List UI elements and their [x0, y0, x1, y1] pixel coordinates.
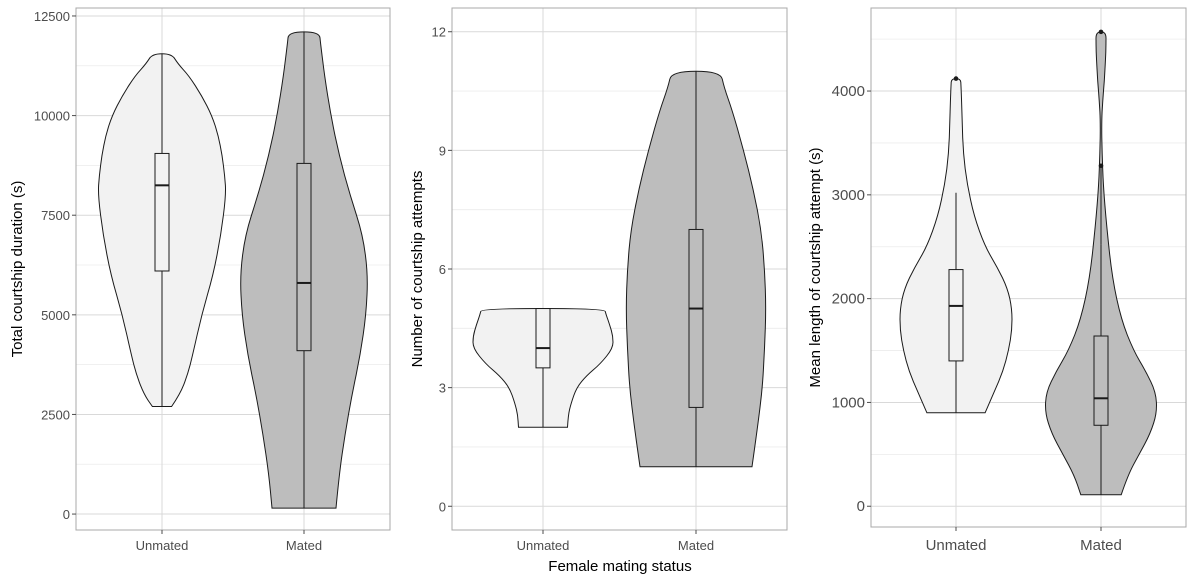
violin-group-mated — [240, 31, 368, 509]
shared-x-axis-label: Female mating status — [548, 558, 691, 575]
outlier-point — [1098, 29, 1104, 35]
y-tick-label: 9 — [439, 143, 446, 158]
violin-group-unmated — [899, 76, 1013, 414]
box-iqr — [296, 162, 312, 352]
y-tick-label: 5000 — [41, 308, 70, 323]
y-tick-label: 2000 — [832, 291, 865, 308]
y-axis-label: Number of courtship attempts — [409, 171, 426, 368]
y-axis-label: Total courtship duration (s) — [9, 181, 26, 358]
panel-1: 0 2500 5000 7500 10000 12500 Unmated Mated Total… — [9, 7, 391, 553]
y-tick-label: 0 — [63, 507, 70, 522]
box-iqr — [1093, 335, 1109, 426]
violin-group-mated — [625, 70, 767, 468]
box-iqr — [154, 152, 170, 272]
panel-frame — [870, 7, 1187, 528]
x-tick-label: Mated — [1080, 537, 1122, 554]
y-tick-label: 7500 — [41, 208, 70, 223]
x-tick-label: Mated — [286, 538, 322, 553]
y-tick-label: 1000 — [832, 394, 865, 411]
x-tick-label: Unmated — [136, 538, 189, 553]
y-tick-label: 4000 — [832, 83, 865, 100]
x-tick-label: Unmated — [926, 537, 987, 554]
box-iqr — [688, 228, 704, 408]
box-iqr — [948, 269, 964, 362]
y-tick-label: 3 — [439, 381, 446, 396]
box-iqr — [535, 308, 551, 369]
outlier-point — [953, 76, 959, 81]
y-axis-label: Mean length of courtship attempt (s) — [807, 147, 824, 387]
violin-group-unmated — [97, 53, 226, 407]
panel-3: 0 1000 2000 3000 4000 Unmated Mated Mean length… — [807, 7, 1187, 554]
y-tick-label: 12500 — [34, 9, 70, 24]
violin-group-unmated — [472, 307, 614, 428]
y-tick-label: 12 — [432, 25, 446, 40]
x-tick-label: Unmated — [517, 538, 570, 553]
panel-frame — [75, 7, 391, 531]
y-tick-label: 0 — [857, 498, 865, 515]
y-tick-label: 6 — [439, 262, 446, 277]
y-tick-label: 0 — [439, 499, 446, 514]
violin-group-mated — [1045, 29, 1157, 496]
y-tick-label: 10000 — [34, 109, 70, 124]
y-tick-label: 2500 — [41, 407, 70, 422]
x-tick-label: Mated — [678, 538, 714, 553]
y-tick-label: 3000 — [832, 187, 865, 204]
panel-2: 0 3 6 9 12 Unmated Mated Number of courtship at… — [409, 7, 788, 553]
